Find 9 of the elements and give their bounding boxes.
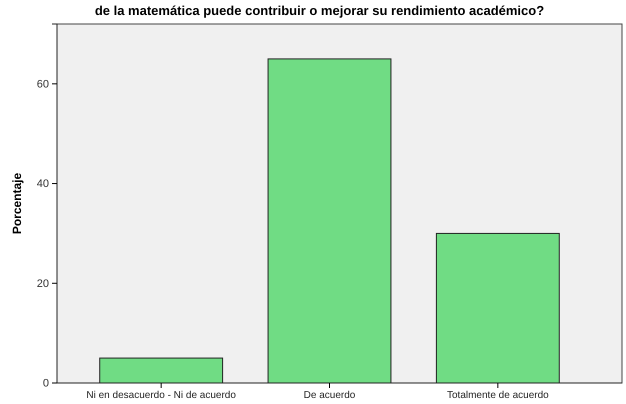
y-tick-label: 20 [36, 278, 49, 290]
y-tick-label: 0 [42, 378, 49, 390]
chart-title: de la matemática puede contribuir o mejorar su rendimiento académico? [94, 3, 544, 18]
x-tick-label: Ni en desacuerdo - Ni de acuerdo [86, 390, 236, 402]
y-axis-title: Porcentaje [10, 172, 24, 234]
x-tick-label: De acuerdo [304, 390, 356, 402]
y-tick-label: 40 [36, 178, 49, 190]
y-tick-label: 60 [36, 78, 49, 90]
x-tick-label: Totalmente de acuerdo [446, 390, 550, 402]
